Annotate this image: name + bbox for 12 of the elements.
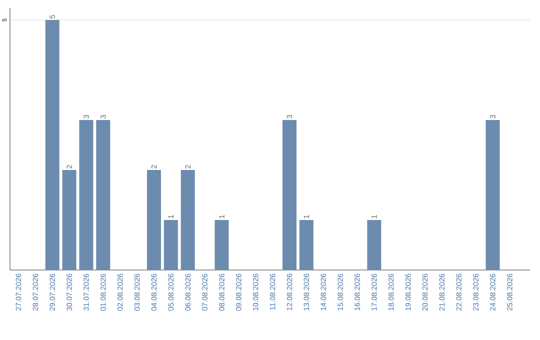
bar bbox=[164, 220, 178, 270]
bar bbox=[62, 170, 76, 270]
bar bbox=[486, 120, 500, 270]
bar bbox=[367, 220, 382, 270]
bar bbox=[96, 120, 110, 270]
bar bbox=[180, 170, 195, 270]
bar bbox=[45, 20, 60, 270]
bar bbox=[214, 220, 229, 270]
bar bbox=[282, 120, 296, 270]
bar bbox=[146, 170, 161, 270]
bar bbox=[299, 220, 314, 270]
bar bbox=[79, 120, 94, 270]
